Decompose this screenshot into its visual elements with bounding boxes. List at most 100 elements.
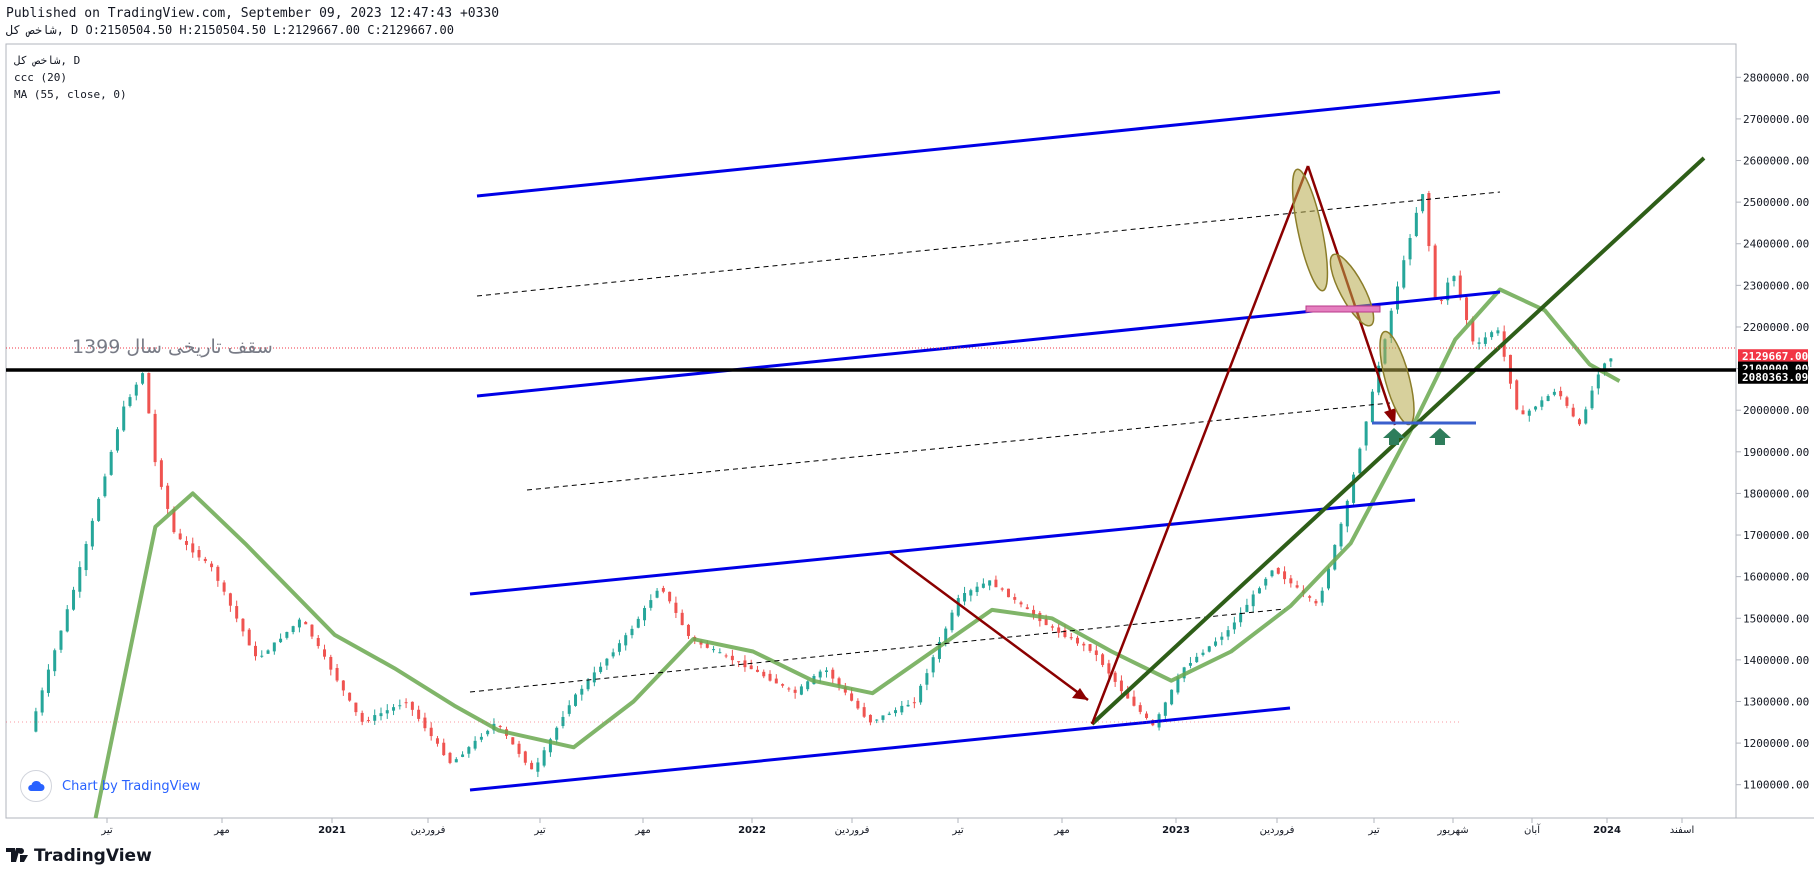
footer-brand[interactable]: TradingView [6, 846, 152, 866]
tradingview-logo-icon [6, 847, 28, 866]
candle-body [1326, 568, 1330, 589]
channel-mid-lower-line[interactable] [469, 498, 1416, 596]
candle-body [247, 629, 251, 646]
candle-body [128, 397, 132, 406]
candle-body [335, 667, 339, 681]
candle-body [323, 649, 327, 657]
candle-body [222, 582, 226, 592]
candle-body [1101, 654, 1105, 665]
candle-body [147, 372, 151, 414]
candle-body [1094, 650, 1098, 655]
buy-arrow-2[interactable] [1429, 428, 1451, 445]
legend-indicator-1: ccc (20) [14, 71, 67, 84]
plot-frame [5, 43, 1737, 819]
candle-body [712, 649, 716, 651]
candle-body [1226, 630, 1230, 637]
candle-body [906, 704, 910, 707]
candle-body [1308, 596, 1312, 598]
y-tick-label: 2800000.00 [1743, 71, 1809, 84]
candle-body [1176, 677, 1180, 693]
y-tick-label: 1500000.00 [1743, 612, 1809, 625]
candles [34, 190, 1613, 778]
x-tick-label: فروردین [835, 825, 870, 836]
candle-body [97, 498, 101, 521]
candle-body [994, 579, 998, 588]
candle-body [373, 715, 377, 721]
candle-body [423, 717, 427, 729]
candle-body [674, 602, 678, 613]
candle-body [611, 652, 615, 657]
resistance-zone[interactable] [1305, 305, 1381, 313]
decline-arrow-1[interactable] [889, 551, 1089, 702]
historic-high-annotation[interactable]: سقف تاریخی سال 1399 [72, 336, 273, 358]
candle-body [1577, 419, 1581, 425]
candle-body [103, 476, 107, 497]
candle-body [266, 650, 270, 654]
ma-line[interactable] [93, 287, 1621, 819]
x-tick-label: تیر [533, 825, 546, 836]
candle-body [1552, 391, 1556, 395]
channel-dash-1[interactable] [476, 191, 1501, 297]
candle-body [241, 618, 245, 632]
candle-body [341, 680, 345, 691]
y-tick-label: 2400000.00 [1743, 238, 1809, 251]
candle-body [1188, 663, 1192, 666]
candle-body [580, 688, 584, 695]
price-axis: 1100000.00 1200000.00 1300000.00 1400000.00… [1736, 71, 1809, 792]
candle-body [172, 509, 176, 533]
candle-body [762, 671, 766, 677]
x-tick-label: 2024 [1593, 825, 1621, 836]
x-tick-label: اسفند [1670, 825, 1694, 836]
candle-body [1465, 297, 1469, 321]
candle-body [1540, 400, 1544, 407]
highlight-ellipse-1[interactable] [1285, 167, 1334, 293]
tradingview-watermark[interactable]: Chart by TradingView [20, 770, 200, 802]
candle-body [291, 626, 295, 633]
drop-arrow-head [1384, 408, 1396, 425]
channel-dash-2[interactable] [526, 402, 1391, 491]
candle-body [925, 673, 929, 685]
candle-body [1408, 238, 1412, 260]
candle-body [1421, 194, 1425, 212]
candle-body [310, 624, 314, 637]
candle-body [686, 624, 690, 636]
rally-line[interactable] [1090, 165, 1310, 725]
candle-body [1358, 448, 1362, 474]
time-axis: تیر مهر 2021 فروردین تیر مهر 2022 فروردین تیر مهر… [100, 818, 1694, 836]
candle-body [1590, 390, 1594, 409]
candle-body [837, 678, 841, 686]
candle-body [1257, 588, 1261, 594]
candle-body [787, 688, 791, 690]
legend-indicator-2: MA (55, close, 0) [14, 88, 127, 101]
channel-dash-3[interactable] [469, 608, 1286, 693]
candle-body [1132, 696, 1136, 706]
candle-body [1082, 643, 1086, 646]
candle-body [781, 684, 785, 686]
candle-body [34, 711, 38, 732]
candle-body [1527, 410, 1531, 416]
candle-body [253, 645, 257, 657]
candle-body [316, 637, 320, 647]
candle-body [435, 738, 439, 744]
candle-body [850, 693, 854, 701]
candle-body [348, 692, 352, 701]
price-label-box [1738, 349, 1808, 364]
candle-body [235, 606, 239, 619]
candle-body [385, 710, 389, 714]
buy-arrow-1[interactable] [1383, 428, 1405, 445]
candle-body [963, 593, 967, 602]
candle-body [1289, 578, 1293, 584]
y-tick-label: 1900000.00 [1743, 446, 1809, 459]
published-header: Published on TradingView.com, September … [6, 6, 500, 21]
candle-body [228, 593, 232, 606]
channel-bottom-line[interactable] [469, 706, 1291, 792]
candle-body [1396, 286, 1400, 310]
price-label-text: 2129667.00 [1742, 350, 1808, 363]
channel-top-line[interactable] [476, 90, 1501, 198]
candle-body [868, 714, 872, 723]
candle-body [109, 451, 113, 475]
candle-body [486, 730, 490, 735]
candle-body [1276, 567, 1280, 574]
candle-body [768, 673, 772, 681]
